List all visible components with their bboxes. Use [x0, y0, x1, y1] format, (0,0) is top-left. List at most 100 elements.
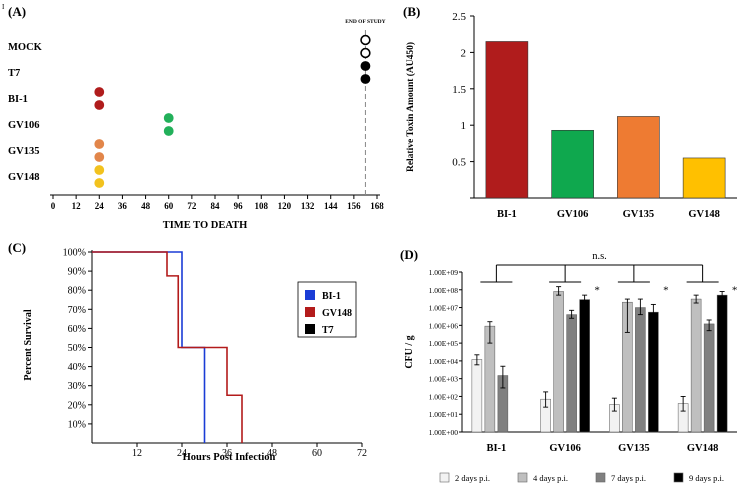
panel-b-category-label: GV135 — [623, 209, 655, 220]
panel-c-x-tick-label: 36 — [222, 448, 232, 459]
panel-c-label: (C) — [8, 240, 26, 255]
panel-c-y-tick-label: 60% — [68, 324, 86, 335]
panel-d-category-label: GV106 — [549, 443, 581, 454]
panel-d-y-tick-label: 1.00E+07 — [429, 304, 459, 313]
panel-c-series-line — [92, 251, 243, 443]
panel-b-bar — [551, 129, 594, 199]
panel-a-point — [360, 74, 371, 84]
panel-a-x-tick-label: 0 — [51, 201, 56, 211]
panel-b-bar — [682, 157, 726, 199]
panel-c-y-tick-label: 40% — [68, 362, 86, 373]
panel-a-x-tick-label: 156 — [347, 201, 361, 211]
panel-d-y-tick-label: 1.00E+00 — [429, 428, 459, 437]
panel-d-legend-label: 4 days p.i. — [533, 473, 568, 483]
panel-c-y-tick-label: 80% — [68, 286, 86, 297]
panel-b-y-tick-label: 2.5 — [452, 11, 466, 23]
panel-b-label: (B) — [403, 4, 420, 19]
panel-d-cfu-chart: (D) CFU / g 1.00E+09 1.00E+08 1.00E+07 1.00… — [400, 247, 737, 483]
panel-a-group-label: GV135 — [8, 146, 40, 157]
panel-d-bar — [716, 294, 728, 433]
panel-b-y-tick-label: 0.5 — [452, 157, 466, 169]
panel-d-ylabel: CFU / g — [404, 335, 415, 368]
panel-d-legend-swatch — [595, 472, 606, 483]
panel-d-y-tick-label: 1.00E+03 — [429, 375, 459, 384]
panel-a-x-tick-label: 72 — [187, 201, 197, 211]
panel-d-category-label: GV148 — [687, 443, 719, 454]
panel-c-legend-label: BI-1 — [322, 291, 341, 302]
panel-a-group-label: T7 — [8, 68, 20, 79]
panel-c-x-tick-label: 12 — [132, 448, 142, 459]
panel-d-legend-swatch — [673, 472, 684, 483]
panel-a-point — [360, 34, 371, 46]
panel-a-point — [94, 178, 105, 188]
panel-a-x-tick-label: 168 — [370, 201, 384, 211]
panel-d-y-tick-label: 1.00E+06 — [429, 321, 459, 330]
panel-d-bar — [635, 307, 646, 433]
panel-d-bar — [471, 359, 483, 433]
panel-a-x-tick-label: 48 — [141, 201, 151, 211]
panel-c-legend-swatch — [305, 324, 315, 334]
panel-b-category-label: GV106 — [557, 209, 589, 220]
panel-a-x-tick-label: 144 — [324, 201, 338, 211]
panel-c-y-tick-label: 50% — [68, 343, 86, 354]
panel-c-y-tick-label: 30% — [68, 381, 86, 392]
panel-c-x-tick-label: 60 — [312, 448, 322, 459]
panel-a-x-tick-label: 84 — [211, 201, 221, 211]
panel-d-legend-label: 9 days p.i. — [689, 473, 724, 483]
panel-a-point — [94, 87, 105, 97]
panel-a-x-tick-label: 120 — [278, 201, 292, 211]
panel-d-label: (D) — [400, 247, 418, 262]
panel-d-legend-swatch — [439, 472, 450, 483]
panel-c-legend-label: T7 — [322, 325, 334, 336]
panel-d-bar — [690, 298, 702, 433]
panel-d-significance-star: * — [594, 285, 600, 297]
panel-c-y-tick-label: 20% — [68, 400, 86, 411]
panel-c-y-tick-label: 100% — [63, 248, 86, 259]
panel-d-bar — [566, 314, 577, 433]
panel-b-category-label: BI-1 — [497, 209, 517, 220]
panel-d-significance-star: * — [732, 285, 738, 297]
panel-a-xlabel: TIME TO DEATH — [163, 220, 248, 231]
panel-d-ns-label: n.s. — [592, 251, 607, 262]
panel-c-x-tick-label: 72 — [357, 448, 367, 459]
page-mark: I — [2, 3, 5, 11]
panel-b-y-tick-label: 2 — [461, 47, 467, 59]
panel-c-x-tick-label: 48 — [267, 448, 277, 459]
panel-d-bar — [553, 291, 564, 433]
panel-d-category-label: BI-1 — [486, 443, 506, 454]
panel-c-legend-swatch — [305, 290, 315, 300]
panel-d-bar — [648, 311, 659, 433]
panel-b-bar — [485, 41, 529, 199]
panel-b-y-tick-label: 1 — [461, 120, 467, 132]
panel-a-point — [94, 165, 105, 175]
panel-a-group-label: BI-1 — [8, 94, 28, 105]
panel-d-legend-label: 7 days p.i. — [611, 473, 646, 483]
panel-d-y-tick-label: 1.00E+01 — [429, 410, 459, 419]
panel-b-y-tick-label: 1.5 — [452, 84, 466, 96]
panel-d-category-label: GV135 — [618, 443, 650, 454]
panel-b-bar — [617, 116, 660, 199]
panel-d-y-tick-label: 1.00E+08 — [429, 286, 459, 295]
panel-c-xlabel: Hours Post Infection — [183, 452, 276, 463]
panel-b-category-label: GV148 — [688, 209, 720, 220]
panel-a-x-tick-label: 12 — [72, 201, 82, 211]
panel-a-x-tick-label: 132 — [301, 201, 315, 211]
panel-c-legend-swatch — [305, 307, 315, 317]
panel-a-point — [163, 113, 174, 123]
panel-d-y-tick-label: 1.00E+04 — [429, 357, 459, 366]
panel-d-bar — [579, 299, 590, 433]
panel-a-point — [94, 152, 105, 162]
panel-a-group-label: MOCK — [8, 42, 43, 53]
panel-b-ylabel: Relative Toxin Amount (AU450) — [405, 42, 416, 172]
panel-c-legend-label: GV148 — [322, 308, 352, 319]
panel-a-point — [360, 61, 371, 71]
panel-c-x-tick-label: 24 — [177, 448, 187, 459]
panel-d-bar — [703, 323, 715, 433]
panel-a-x-tick-label: 36 — [118, 201, 128, 211]
panel-a-x-tick-label: 108 — [255, 201, 269, 211]
panel-a-point — [94, 139, 105, 149]
panel-d-y-tick-label: 1.00E+05 — [429, 339, 459, 348]
panel-a-label: (A) — [8, 4, 26, 19]
panel-d-significance-star: * — [663, 285, 669, 297]
